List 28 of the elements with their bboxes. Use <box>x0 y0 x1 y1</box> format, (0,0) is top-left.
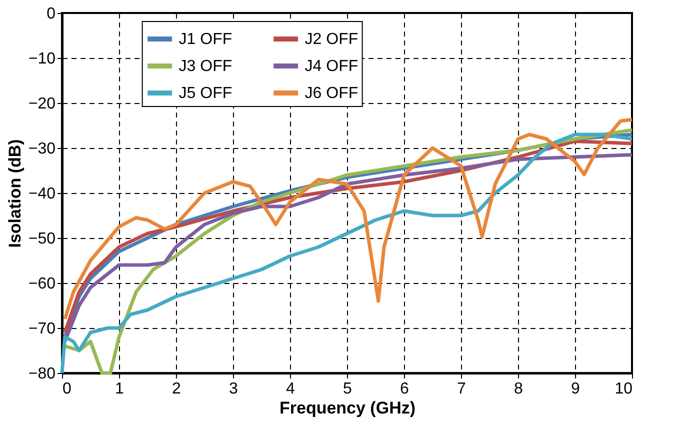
legend-label: J6 OFF <box>304 85 358 102</box>
y-tick-label: −70 <box>28 320 56 338</box>
y-tick-label: −30 <box>28 140 56 158</box>
y-axis-title: Isolation (dB) <box>5 139 24 248</box>
y-tick-label: −50 <box>28 230 56 248</box>
x-axis-title: Frequency (GHz) <box>279 398 416 418</box>
x-tick-label: 4 <box>286 380 296 398</box>
legend-label: J2 OFF <box>304 31 358 48</box>
y-tick-label: −20 <box>28 96 56 112</box>
x-tick-label: 6 <box>400 380 410 398</box>
y-tick-label: −10 <box>28 50 56 68</box>
y-tick-label: −60 <box>28 276 56 292</box>
x-tick-label: 5 <box>343 380 352 398</box>
x-tick-label: 8 <box>514 380 524 398</box>
x-tick-label: 2 <box>172 380 182 398</box>
x-tick-label: 3 <box>229 380 238 398</box>
legend-label: J4 OFF <box>304 58 358 75</box>
legend-label: J3 OFF <box>178 58 232 75</box>
legend-label: J5 OFF <box>178 85 232 102</box>
y-tick-label: 0 <box>46 6 56 22</box>
x-tick-label: 7 <box>457 380 466 398</box>
y-tick-label: −80 <box>28 366 56 382</box>
x-tick-label: 10 <box>614 380 633 398</box>
y-tick-label: −40 <box>28 186 56 202</box>
x-tick-label: 1 <box>115 380 124 398</box>
x-tick-label: 9 <box>571 380 580 398</box>
x-tick-label: 0 <box>62 380 72 398</box>
legend-label: J1 OFF <box>178 31 232 48</box>
